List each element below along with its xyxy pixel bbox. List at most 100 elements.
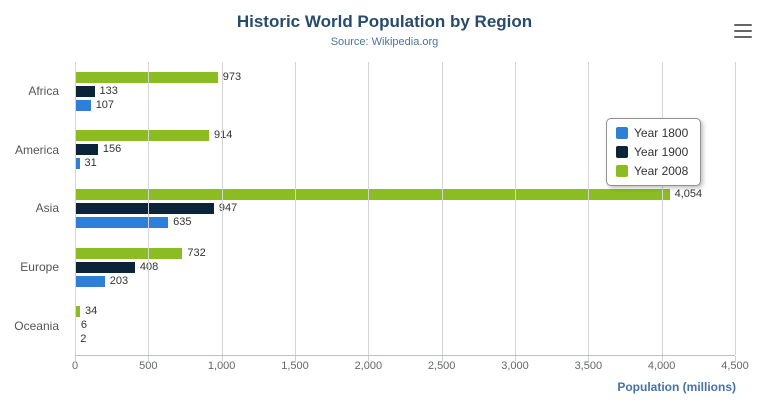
bar[interactable] <box>75 275 105 287</box>
gridline <box>515 62 516 355</box>
data-label: 6 <box>80 319 87 332</box>
bar-row: 947 <box>75 201 735 214</box>
data-label: 973 <box>222 70 242 83</box>
axis-tick <box>441 356 443 361</box>
bar[interactable] <box>75 144 98 156</box>
bar-row: 914 <box>75 129 735 142</box>
bar-row: 107 <box>75 98 735 111</box>
data-label: 4,054 <box>674 187 703 200</box>
legend-item[interactable]: Year 2008 <box>616 164 688 178</box>
category-label: Europe <box>20 260 59 275</box>
chart-subtitle: Source: Wikipedia.org <box>330 36 439 48</box>
gridline <box>221 62 223 355</box>
bar-group: 4,054 947 635 <box>75 179 735 238</box>
x-tick-label: 1,500 <box>281 360 309 372</box>
bar[interactable] <box>75 71 218 83</box>
x-tick-label: 4,500 <box>721 360 749 372</box>
data-label: 2 <box>80 333 87 346</box>
x-tick-label: 2,500 <box>427 360 456 372</box>
bar-group: 914 156 31 <box>75 121 735 180</box>
menu-bar <box>734 36 752 38</box>
legend-symbol <box>616 146 628 158</box>
x-tick-label: 3,000 <box>501 360 529 372</box>
category-label: Oceania <box>14 318 59 333</box>
x-axis-title: Population (millions) <box>617 380 736 394</box>
bar-group: 34 6 2 <box>75 296 735 355</box>
legend-label: Year 2008 <box>634 164 689 178</box>
x-axis-tick-labels: 0 500 1,000 1,500 2,000 2,500 3,000 3,500 4,000 4… <box>71 360 749 374</box>
legend: Year 1800 Year 1900 Year 2008 <box>606 118 702 186</box>
data-label: 156 <box>102 143 122 156</box>
bar-row: 635 <box>75 215 735 228</box>
gridline <box>295 62 296 355</box>
x-tick-label: 4,000 <box>647 360 676 372</box>
bar-row: 156 <box>75 143 735 156</box>
x-tick-label: 0 <box>71 360 79 372</box>
gridline <box>588 62 590 355</box>
legend-symbol <box>616 165 628 177</box>
bar[interactable] <box>75 247 183 259</box>
axis-tick <box>368 356 370 361</box>
category-label: Africa <box>28 84 59 99</box>
data-label: 635 <box>173 215 192 228</box>
data-label: 732 <box>187 246 206 259</box>
axis-tick <box>221 356 223 361</box>
data-label: 107 <box>95 98 115 111</box>
x-tick-label: 2,000 <box>354 360 383 372</box>
x-tick-label: 1,000 <box>207 360 236 372</box>
axis-tick <box>295 356 296 361</box>
bar[interactable] <box>75 261 135 273</box>
bar[interactable] <box>75 130 210 142</box>
axis-tick <box>735 356 736 361</box>
bar[interactable] <box>75 188 670 200</box>
axis-tick <box>588 356 590 361</box>
data-label: 914 <box>214 129 233 142</box>
gridline <box>661 62 663 355</box>
bar[interactable] <box>75 202 214 214</box>
category-label: America <box>14 142 59 157</box>
category-axis-labels: Africa America Asia Europe Oceania <box>0 62 67 355</box>
bar[interactable] <box>75 99 91 111</box>
bar-row: 34 <box>75 305 735 318</box>
bar[interactable] <box>75 306 80 318</box>
data-label: 133 <box>99 84 118 97</box>
axis-tick <box>515 356 516 361</box>
bar-row: 203 <box>75 274 735 287</box>
data-label: 203 <box>109 274 129 287</box>
bar-row: 4,054 <box>75 187 735 200</box>
bar-row: 973 <box>75 70 735 83</box>
bar-row: 31 <box>75 157 735 170</box>
bar-row: 6 <box>75 319 735 332</box>
x-tick-label: 3,500 <box>574 360 603 372</box>
axis-tick <box>661 356 663 361</box>
bar[interactable] <box>75 158 80 170</box>
bar-row: 732 <box>75 246 735 259</box>
gridline <box>75 62 76 355</box>
category-label: Asia <box>35 201 59 216</box>
legend-label: Year 1900 <box>634 145 689 159</box>
bar-group: 973 133 107 <box>75 62 735 121</box>
legend-item[interactable]: Year 1900 <box>616 145 688 159</box>
bar[interactable] <box>75 216 169 228</box>
gridline <box>735 62 736 355</box>
bar-group: 732 408203 <box>75 238 735 297</box>
axis-tick <box>75 356 76 361</box>
bar-row: 2 <box>75 333 735 346</box>
gridline <box>148 62 150 355</box>
data-label: 947 <box>218 201 238 214</box>
hamburger-menu-icon[interactable] <box>733 22 753 40</box>
bar[interactable] <box>75 85 95 97</box>
legend-label: Year 1800 <box>634 126 689 140</box>
bar-row: 133 <box>75 84 735 97</box>
data-label: 34 <box>84 305 98 318</box>
x-tick-label: 500 <box>139 360 158 372</box>
data-label: 31 <box>84 157 97 170</box>
legend-item[interactable]: Year 1800 <box>616 126 688 140</box>
gridline <box>441 62 443 355</box>
menu-bar <box>734 24 752 26</box>
menu-bar <box>734 30 752 32</box>
chart-title: Historic World Population by Region <box>236 12 533 31</box>
